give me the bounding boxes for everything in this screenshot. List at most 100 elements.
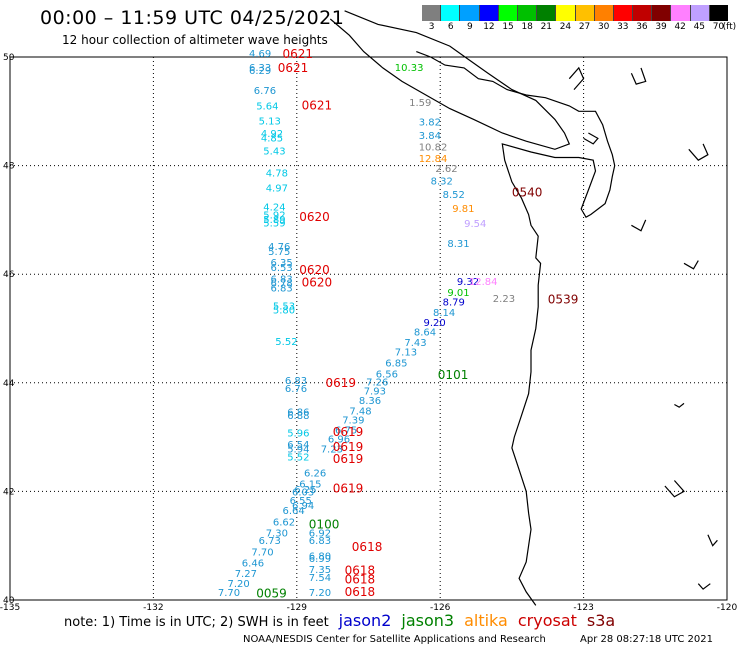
longitude-tick-label: -135 bbox=[0, 603, 20, 613]
mainland-coastline bbox=[416, 51, 616, 606]
legend-jason3: jason3 bbox=[401, 611, 455, 630]
pass-time-label: 0618 bbox=[352, 540, 383, 554]
lake-outline bbox=[683, 260, 699, 270]
wave-height-label: 5.92 bbox=[263, 210, 285, 221]
wave-height-label: 9.20 bbox=[424, 318, 446, 329]
wave-height-label: 7.13 bbox=[395, 348, 417, 359]
color-scale-box bbox=[613, 5, 634, 21]
color-scale-boxes bbox=[422, 5, 728, 21]
wave-height-label: 3.82 bbox=[419, 117, 441, 128]
wave-height-label: 7.20 bbox=[309, 588, 331, 599]
legend-altika: altika bbox=[464, 611, 508, 630]
wave-height-label: 5.75 bbox=[268, 247, 290, 258]
wave-height-label: 7.26 bbox=[366, 378, 388, 389]
pass-time-label: 0621 bbox=[302, 99, 333, 113]
wave-height-label: 5.52 bbox=[287, 452, 309, 463]
wave-height-label: 8.14 bbox=[433, 308, 455, 319]
wave-height-label: 12.84 bbox=[419, 154, 448, 165]
wave-height-label: 6.35 bbox=[271, 258, 293, 269]
color-scale-box bbox=[441, 5, 461, 21]
map-grid bbox=[9, 56, 728, 601]
wave-height-label: 4.85 bbox=[261, 134, 283, 145]
wave-height-labels: 4.69 6.336.29 6.76 5.64 5.13 4.924.85 5.43 4.78… bbox=[218, 49, 515, 599]
wave-height-label: 4.78 bbox=[266, 169, 288, 180]
wave-height-label: 2.62 bbox=[435, 164, 457, 175]
pass-time-label: 0059 bbox=[256, 586, 287, 600]
wave-height-label: 9.54 bbox=[464, 219, 486, 230]
color-scale-label: 21 bbox=[540, 22, 553, 32]
wave-height-label: 7.93 bbox=[364, 387, 386, 398]
wave-height-label: 6.56 bbox=[376, 369, 398, 380]
wave-height-label: 6.99 bbox=[309, 554, 331, 565]
wave-height-label: 7.43 bbox=[404, 338, 426, 349]
latitude-tick-label: 44 bbox=[3, 379, 15, 389]
color-scale-box bbox=[594, 5, 614, 21]
lake-outline bbox=[707, 534, 718, 547]
lake-outline bbox=[697, 583, 711, 590]
wave-height-label: 6.55 bbox=[290, 496, 312, 507]
color-scale-label: 18 bbox=[521, 22, 533, 32]
wave-height-label: 7.39 bbox=[342, 416, 364, 427]
wave-height-label: 5.13 bbox=[259, 116, 281, 127]
wave-height-label: 5.52 bbox=[275, 337, 297, 348]
wave-height-label: 7.70 bbox=[218, 588, 240, 599]
wave-height-label: 7.54 bbox=[309, 573, 331, 584]
pass-time-label: 0620 bbox=[299, 263, 330, 277]
wave-height-label: 7.27 bbox=[235, 569, 257, 580]
longitude-tick-label: -126 bbox=[430, 603, 451, 613]
wave-height-label: 2.23 bbox=[493, 294, 515, 305]
wave-height-label: 6.75 bbox=[335, 425, 357, 436]
wave-height-label: 9.32 bbox=[457, 277, 479, 288]
wave-height-label: 6.76 bbox=[285, 384, 307, 395]
wave-height-label: 8.31 bbox=[447, 239, 469, 250]
lake-outline bbox=[631, 219, 647, 232]
wave-height-label: 6.94 bbox=[292, 501, 314, 512]
footer-legend: note: 1) Time is in UTC; 2) SWH is in fe… bbox=[64, 611, 615, 630]
color-scale-box bbox=[633, 5, 653, 21]
coastline bbox=[329, 10, 718, 606]
wave-height-label: 9.01 bbox=[447, 288, 469, 299]
wave-height-label: 6.76 bbox=[254, 86, 276, 97]
wave-height-label: 12.84 bbox=[469, 277, 498, 288]
color-scale-label: 42 bbox=[674, 22, 686, 32]
color-scale-label: 45 bbox=[693, 22, 706, 32]
color-scale-box bbox=[556, 5, 576, 21]
color-scale-box bbox=[517, 5, 538, 21]
lake-outline bbox=[664, 480, 685, 498]
color-scale-label: 30 bbox=[597, 22, 610, 32]
page-subtitle: 12 hour collection of altimeter wave hei… bbox=[62, 33, 328, 47]
pass-time-label: 0620 bbox=[302, 276, 333, 290]
wave-height-label: 8.36 bbox=[359, 396, 381, 407]
wave-height-label: 6.15 bbox=[299, 480, 321, 491]
wave-height-label: 10.82 bbox=[419, 142, 448, 153]
color-scale-box bbox=[709, 5, 728, 21]
wave-height-label: 8.79 bbox=[443, 298, 465, 309]
wave-height-label: 7.30 bbox=[266, 529, 288, 540]
longitude-tick-label: -132 bbox=[143, 603, 163, 613]
color-scale-label: 70 bbox=[712, 22, 725, 32]
longitude-tick-label: -123 bbox=[573, 603, 593, 613]
pass-time-label: 0101 bbox=[438, 368, 469, 382]
lake-outline bbox=[630, 67, 647, 85]
lake-outline bbox=[688, 143, 709, 161]
wave-height-label: 6.85 bbox=[385, 359, 407, 370]
pass-time-label: 0619 bbox=[333, 425, 364, 439]
wave-height-label: 5.64 bbox=[256, 102, 278, 113]
axis-ticks: -135 -132 -129 -126 -123 -120 50 48 46 44 42 40 bbox=[0, 53, 737, 613]
wave-height-label: 6.29 bbox=[249, 66, 271, 77]
wave-height-label: 6.96 bbox=[328, 435, 350, 446]
color-scale-box bbox=[460, 5, 480, 21]
wave-height-label: 5.80 bbox=[273, 305, 295, 316]
wave-height-label: 6.26 bbox=[304, 469, 326, 480]
wave-height-label: 6.80 bbox=[309, 551, 331, 562]
color-scale-label: 12 bbox=[483, 22, 495, 32]
pass-time-label: 0621 bbox=[283, 47, 314, 61]
wave-height-label: 4.24 bbox=[263, 203, 285, 214]
color-scale-label: 36 bbox=[636, 22, 648, 32]
wave-height-label: 5.94 bbox=[287, 444, 309, 455]
wave-height-label: 7.48 bbox=[349, 406, 371, 417]
wave-height-label: 6.83 bbox=[271, 284, 293, 295]
wave-height-label: 6.83 bbox=[271, 274, 293, 285]
wave-height-label: 8.64 bbox=[414, 328, 436, 339]
color-scale-box bbox=[479, 5, 499, 21]
